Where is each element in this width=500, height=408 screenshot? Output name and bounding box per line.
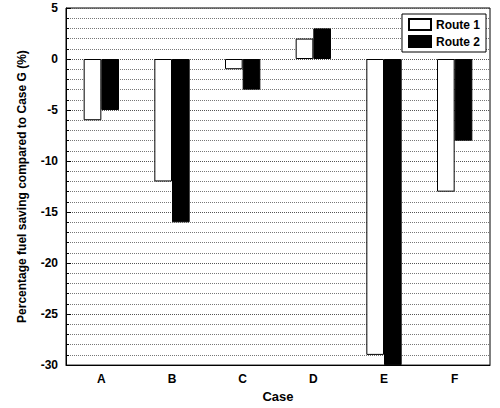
svg-text:E: E (380, 372, 388, 386)
svg-text:-15: -15 (41, 205, 59, 219)
svg-text:B: B (168, 372, 177, 386)
svg-text:A: A (97, 372, 106, 386)
svg-text:D: D (309, 372, 318, 386)
svg-text:F: F (451, 372, 458, 386)
svg-text:Route 1: Route 1 (436, 18, 480, 32)
svg-text:0: 0 (51, 52, 58, 66)
svg-text:C: C (238, 372, 247, 386)
svg-text:-5: -5 (47, 103, 58, 117)
svg-text:Route 2: Route 2 (436, 35, 480, 49)
svg-text:-10: -10 (41, 154, 59, 168)
svg-text:Case: Case (262, 389, 293, 404)
svg-text:Percentage fuel saving compare: Percentage fuel saving compared to Case … (15, 50, 29, 323)
svg-text:-20: -20 (41, 256, 59, 270)
svg-text:-30: -30 (41, 358, 59, 372)
svg-text:5: 5 (51, 1, 58, 15)
svg-text:-25: -25 (41, 307, 59, 321)
